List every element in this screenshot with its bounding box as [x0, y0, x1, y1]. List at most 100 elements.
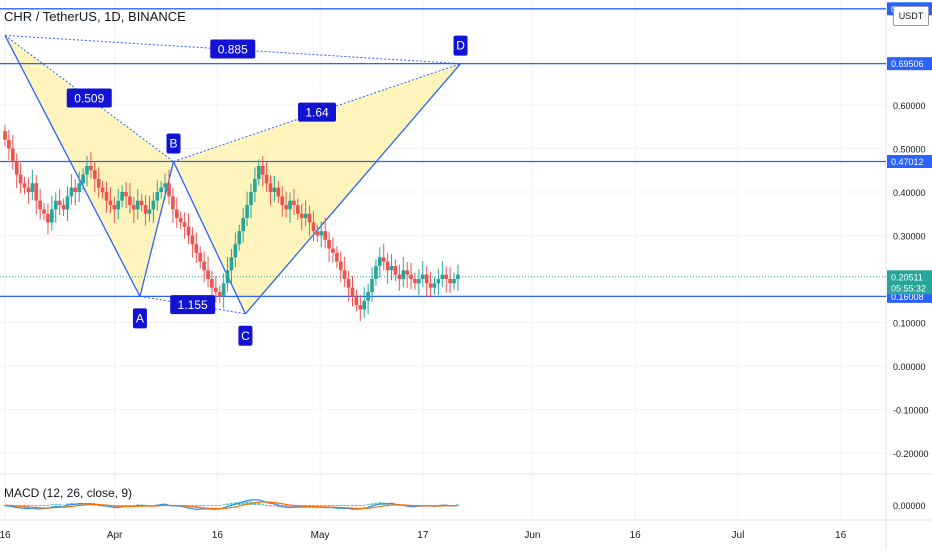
candle[interactable]: [299, 203, 304, 230]
candle[interactable]: [202, 251, 206, 283]
candle[interactable]: [292, 188, 296, 216]
candle[interactable]: [34, 175, 39, 215]
candle[interactable]: [338, 251, 343, 283]
candle[interactable]: [385, 253, 390, 284]
candle[interactable]: [342, 256, 347, 288]
candle[interactable]: [159, 181, 163, 199]
candle[interactable]: [155, 180, 160, 211]
candle[interactable]: [217, 285, 222, 303]
candle[interactable]: [57, 188, 62, 216]
candle[interactable]: [350, 275, 355, 307]
candles[interactable]: [3, 124, 460, 322]
candle[interactable]: [116, 188, 121, 220]
candle[interactable]: [389, 254, 394, 281]
candle[interactable]: [393, 259, 398, 282]
candle[interactable]: [303, 200, 308, 227]
candle[interactable]: [22, 176, 27, 195]
candle[interactable]: [73, 179, 78, 206]
candle[interactable]: [374, 259, 378, 286]
candle[interactable]: [428, 271, 433, 298]
candle[interactable]: [147, 195, 152, 223]
candle[interactable]: [108, 187, 113, 214]
candle[interactable]: [288, 192, 292, 223]
candle[interactable]: [264, 161, 269, 192]
candle[interactable]: [307, 205, 312, 236]
price-axis[interactable]: 0.60000 0.50000 0.40000 0.30000 0.10000 0.000…: [887, 2, 932, 511]
candle[interactable]: [174, 197, 179, 229]
candle[interactable]: [77, 171, 82, 203]
candle[interactable]: [315, 224, 320, 243]
candle[interactable]: [241, 208, 245, 243]
harmonic-pattern[interactable]: [4, 34, 462, 315]
candle[interactable]: [139, 194, 144, 212]
candle[interactable]: [96, 167, 101, 198]
candle[interactable]: [92, 161, 97, 193]
candle[interactable]: [448, 267, 452, 294]
candle[interactable]: [381, 243, 386, 270]
pattern-ratio-line-bd[interactable]: [173, 63, 461, 163]
candle[interactable]: [417, 268, 421, 296]
candle[interactable]: [335, 246, 339, 269]
candle[interactable]: [319, 221, 324, 248]
candle[interactable]: [323, 217, 327, 249]
candle[interactable]: [253, 167, 257, 203]
candle[interactable]: [178, 211, 183, 229]
candle[interactable]: [26, 177, 31, 204]
candle[interactable]: [143, 195, 148, 226]
currency-button[interactable]: USDT: [893, 6, 929, 26]
candle[interactable]: [7, 129, 11, 161]
candle[interactable]: [311, 210, 316, 242]
candle[interactable]: [124, 181, 128, 209]
candle[interactable]: [18, 162, 23, 194]
candle[interactable]: [89, 152, 93, 179]
pattern-leg-cd[interactable]: [244, 63, 462, 315]
candle[interactable]: [401, 256, 406, 288]
candle[interactable]: [327, 231, 331, 263]
candle[interactable]: [120, 185, 124, 208]
candle[interactable]: [151, 192, 156, 223]
candle[interactable]: [65, 186, 70, 222]
candle[interactable]: [221, 273, 226, 309]
candle[interactable]: [53, 192, 58, 223]
candle[interactable]: [405, 262, 409, 289]
candle[interactable]: [424, 266, 429, 297]
candle[interactable]: [354, 289, 359, 312]
candle[interactable]: [280, 186, 285, 217]
candle[interactable]: [135, 188, 140, 220]
pattern-leg-bc[interactable]: [172, 161, 247, 315]
candle[interactable]: [420, 261, 425, 288]
candle[interactable]: [182, 212, 187, 239]
candle[interactable]: [452, 272, 456, 290]
candle[interactable]: [206, 256, 210, 288]
candle[interactable]: [249, 183, 253, 219]
candle[interactable]: [50, 195, 54, 231]
candle[interactable]: [440, 261, 445, 288]
candle[interactable]: [38, 188, 42, 220]
candle[interactable]: [171, 188, 175, 223]
candle[interactable]: [256, 159, 261, 186]
candle[interactable]: [331, 236, 335, 263]
candle[interactable]: [378, 247, 382, 278]
candle[interactable]: [444, 266, 449, 293]
candle[interactable]: [3, 124, 7, 147]
candle[interactable]: [128, 182, 132, 214]
candle[interactable]: [346, 270, 351, 302]
candle[interactable]: [100, 181, 105, 199]
candle[interactable]: [198, 246, 203, 269]
macd-pane[interactable]: [3, 499, 460, 511]
candle[interactable]: [268, 175, 273, 206]
candle[interactable]: [194, 232, 199, 263]
candle[interactable]: [272, 175, 277, 203]
time-axis[interactable]: 16Apr16May17Jun16Jul16Aug16Sep16Oct16Nov…: [0, 530, 932, 541]
candle[interactable]: [225, 256, 230, 292]
candle[interactable]: [190, 227, 195, 258]
candle[interactable]: [132, 196, 136, 223]
candle[interactable]: [409, 262, 413, 290]
candle[interactable]: [245, 191, 249, 227]
candle[interactable]: [366, 283, 370, 315]
candle[interactable]: [413, 272, 417, 290]
candle[interactable]: [456, 264, 460, 291]
candle[interactable]: [61, 198, 66, 216]
candle[interactable]: [233, 232, 238, 268]
candle[interactable]: [104, 181, 109, 213]
